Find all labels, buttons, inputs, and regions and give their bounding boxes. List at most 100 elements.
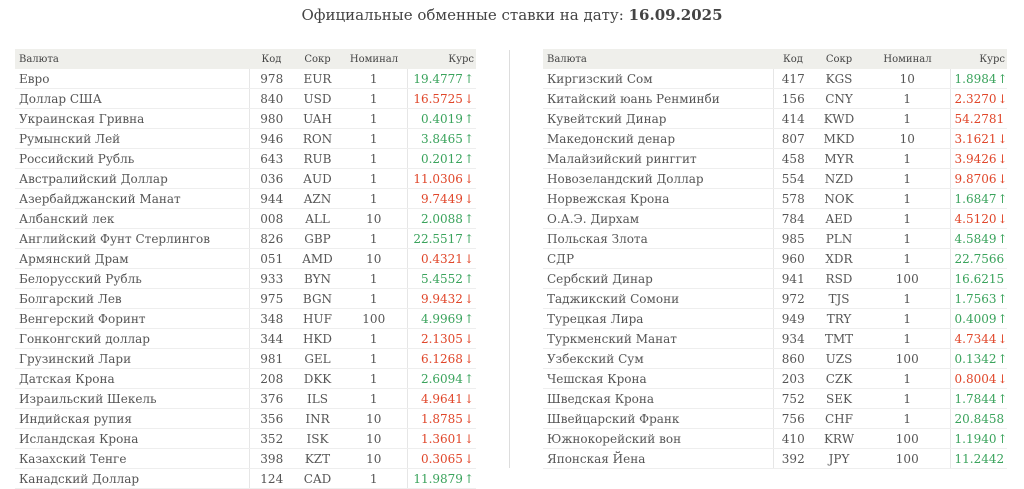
currency-code-cell: 944 — [249, 188, 294, 209]
currency-short-cell: EUR — [294, 69, 341, 89]
column-header-code: Код — [249, 49, 294, 69]
currency-nominal-cell: 10 — [341, 248, 407, 269]
currency-name-cell: Турецкая Лира — [543, 308, 774, 329]
currency-rate-cell: 54.2781↓ — [949, 108, 1007, 129]
table-row: Армянский Драм 051 AMD 10 0.4321↓ — [15, 248, 476, 269]
currency-rate-cell: 22.5517↑ — [406, 228, 476, 249]
currency-short-cell: NOK — [813, 188, 865, 209]
arrow-down-icon: ↓ — [463, 191, 474, 206]
table-row: Венгерский Форинт 348 HUF 100 4.9969↑ — [15, 308, 476, 329]
rate-value: 3.1621 — [954, 131, 997, 146]
currency-short-cell: UZS — [813, 348, 865, 369]
column-header-rate: Курс — [950, 49, 1007, 69]
currency-name-cell: Румынский Лей — [15, 128, 250, 149]
table-row: Болгарский Лев 975 BGN 1 9.9432↓ — [15, 288, 476, 309]
currency-nominal-cell: 10 — [341, 208, 407, 229]
currency-nominal-cell: 1 — [341, 388, 407, 409]
currency-nominal-cell: 100 — [865, 448, 950, 469]
currency-name-cell: Узбекский Сум — [543, 348, 774, 369]
currency-short-cell: KZT — [294, 448, 341, 469]
currency-short-cell: AED — [813, 208, 865, 229]
currency-nominal-cell: 1 — [341, 228, 407, 249]
rate-value: 1.7844 — [954, 391, 997, 406]
table-row: Датская Крона 208 DKK 1 2.6094↑ — [15, 368, 476, 389]
currency-code-cell: 933 — [249, 268, 294, 289]
currency-short-cell: TRY — [813, 308, 865, 329]
rate-value: 3.9426 — [954, 151, 997, 166]
table-row: Шведская Крона 752 SEK 1 1.7844↑ — [543, 388, 1007, 409]
currency-short-cell: SEK — [813, 388, 865, 409]
currency-code-cell: 348 — [249, 308, 294, 329]
table-row: Албанский лек 008 ALL 10 2.0088↑ — [15, 208, 476, 229]
currency-nominal-cell: 1 — [341, 188, 407, 209]
currency-nominal-cell: 1 — [341, 128, 407, 149]
currency-name-cell: Датская Крона — [15, 368, 250, 389]
currency-nominal-cell: 1 — [341, 368, 407, 389]
currency-rate-cell: 4.5120↓ — [949, 208, 1007, 229]
currency-short-cell: NZD — [813, 168, 865, 189]
currency-code-cell: 392 — [773, 448, 813, 469]
currency-rate-cell: 20.8458↑ — [949, 408, 1007, 429]
currency-code-cell: 578 — [773, 188, 813, 209]
arrow-up-icon: ↑ — [997, 311, 1008, 326]
rate-value: 3.8465 — [420, 131, 463, 146]
currency-rate-cell: 3.1621↓ — [949, 128, 1007, 149]
currency-name-cell: О.А.Э. Дирхам — [543, 208, 774, 229]
arrow-up-icon: ↑ — [997, 291, 1008, 306]
currency-nominal-cell: 1 — [865, 368, 950, 389]
currency-name-cell: Киргизский Сом — [543, 69, 774, 89]
rate-value: 1.1940 — [954, 431, 997, 446]
arrow-up-icon: ↑ — [463, 471, 474, 486]
currency-short-cell: AMD — [294, 248, 341, 269]
currency-code-cell: 458 — [773, 148, 813, 169]
arrow-up-icon: ↑ — [1005, 452, 1007, 466]
arrow-up-icon: ↑ — [997, 231, 1008, 246]
currency-code-cell: 807 — [773, 128, 813, 149]
currency-short-cell: GBP — [294, 228, 341, 249]
currency-nominal-cell: 1 — [865, 328, 950, 349]
rate-value: 9.7449 — [420, 191, 463, 206]
currency-name-cell: Венгерский Форинт — [15, 308, 250, 329]
currency-short-cell: RON — [294, 128, 341, 149]
currency-name-cell: Южнокорейский вон — [543, 428, 774, 449]
table-row: Исландская Крона 352 ISK 10 1.3601↓ — [15, 428, 476, 449]
currency-code-cell: 124 — [249, 468, 294, 489]
currency-rate-cell: 6.1268↓ — [406, 348, 476, 369]
column-header-rate: Курс — [407, 49, 476, 69]
rate-value: 0.8004 — [954, 371, 997, 386]
currency-name-cell: Туркменский Манат — [543, 328, 774, 349]
currency-nominal-cell: 10 — [341, 448, 407, 469]
currency-short-cell: HUF — [294, 308, 341, 329]
arrow-up-icon: ↑ — [1005, 272, 1007, 286]
currency-code-cell: 203 — [773, 368, 813, 389]
currency-code-cell: 980 — [249, 108, 294, 129]
currency-rate-cell: 1.7563↑ — [949, 288, 1008, 309]
arrow-up-icon: ↑ — [463, 151, 474, 166]
currency-rate-cell: 0.4019↑ — [406, 108, 476, 129]
currency-rate-cell: 1.3601↓ — [406, 428, 476, 449]
rate-value: 2.0088 — [420, 211, 463, 226]
currency-code-cell: 417 — [773, 69, 813, 89]
arrow-up-icon: ↑ — [463, 111, 474, 126]
arrow-up-icon: ↑ — [997, 431, 1008, 446]
currency-name-cell: Украинская Гривна — [15, 108, 250, 129]
currency-nominal-cell: 1 — [865, 88, 950, 109]
currency-short-cell: HKD — [294, 328, 341, 349]
arrow-down-icon: ↓ — [997, 371, 1008, 386]
rate-value: 0.4009 — [954, 311, 997, 326]
table-row: Новозеландский Доллар 554 NZD 1 9.8706↓ — [543, 168, 1007, 189]
arrow-up-icon: ↑ — [1005, 412, 1007, 426]
currency-rate-cell: 1.1940↑ — [949, 428, 1008, 449]
table-row: Норвежская Крона 578 NOK 1 1.6847↑ — [543, 188, 1007, 209]
table-row: Индийская рупия 356 INR 10 1.8785↓ — [15, 408, 476, 429]
currency-nominal-cell: 1 — [341, 88, 407, 109]
currency-code-cell: 156 — [773, 88, 813, 109]
arrow-up-icon: ↑ — [1005, 252, 1007, 266]
arrow-up-icon: ↑ — [463, 131, 474, 146]
table-header-row: Валюта Код Сокр Номинал Курс — [543, 49, 1007, 69]
currency-nominal-cell: 1 — [865, 108, 950, 129]
currency-name-cell: Японская Йена — [543, 448, 774, 469]
currency-name-cell: Исландская Крона — [15, 428, 250, 449]
